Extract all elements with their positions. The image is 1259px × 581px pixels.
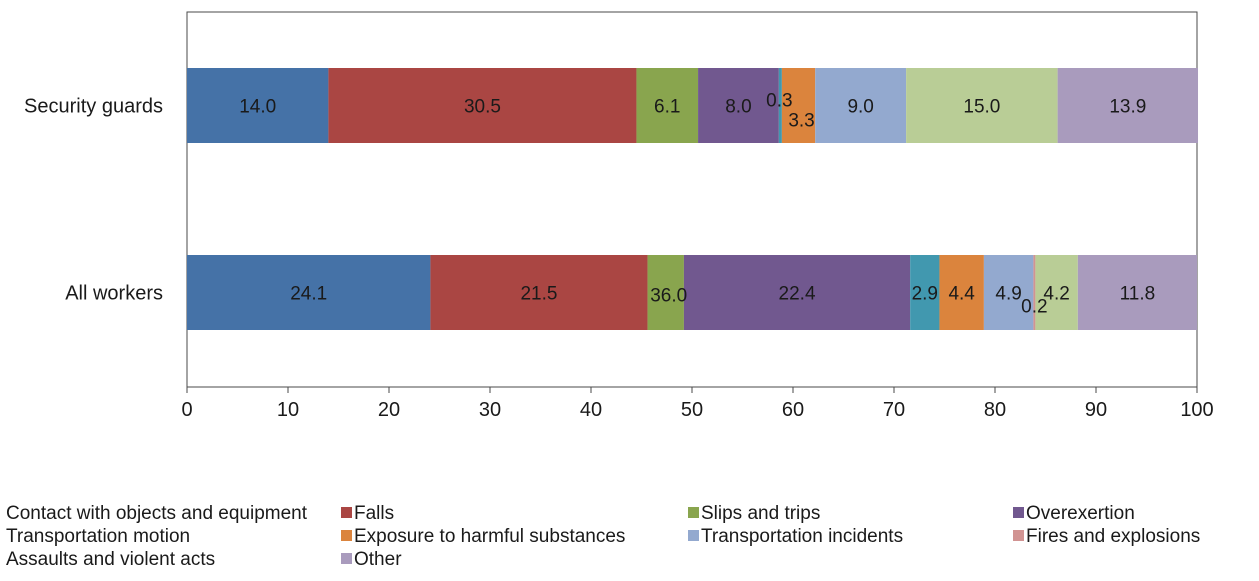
bar-segment (430, 255, 648, 330)
data-label: 4.9 (995, 284, 1021, 305)
x-tick-label: 80 (984, 399, 1006, 421)
data-label: 4.4 (948, 284, 975, 305)
data-label: 30.5 (464, 97, 501, 118)
legend-label: Exposure to harmful substances (354, 526, 625, 547)
legend-swatch (341, 553, 352, 564)
bar-segment (906, 68, 1058, 143)
x-tick-label: 40 (580, 399, 602, 421)
data-label: 4.2 (1043, 284, 1069, 305)
x-tick-label: 50 (681, 399, 703, 421)
bar-labels-group: 14.0 30.5 6.1 8.0 0.33.3 9.0 15.0 13.9 24.1 21.5 3… (239, 91, 1155, 318)
x-tick-label: 30 (479, 399, 501, 421)
bar-segment (939, 255, 984, 330)
legend-label: Slips and trips (701, 503, 820, 524)
bar-segment (815, 68, 907, 143)
data-label: 8.0 (725, 97, 751, 118)
x-tick-label: 100 (1180, 399, 1213, 421)
bars-group (187, 68, 1199, 330)
legend-swatch (688, 507, 699, 518)
legend-item: Fires and explosions (1013, 526, 1200, 547)
data-label: 9.0 (847, 97, 873, 118)
bar-segment (1033, 255, 1036, 330)
category-labels-group: Security guards All workers (24, 96, 163, 305)
x-tick-label: 10 (277, 399, 299, 421)
legend-swatch (341, 507, 352, 518)
legend-label: Contact with objects and equipment (6, 503, 308, 524)
legend-label: Fires and explosions (1026, 526, 1200, 547)
bar-segment (636, 68, 699, 143)
legend-label: Falls (354, 503, 394, 524)
data-label: 24.1 (290, 284, 327, 305)
category-label: All workers (65, 283, 163, 305)
bar-segment (781, 68, 816, 143)
x-tick-label: 70 (883, 399, 905, 421)
legend-label: Assaults and violent acts (6, 549, 215, 570)
data-label: 14.0 (239, 97, 276, 118)
data-label: 0.3 (766, 91, 792, 112)
bar-segment (778, 68, 782, 143)
bar-segment (328, 68, 637, 143)
legend-label: Transportation motion (6, 526, 190, 547)
legend-item: Exposure to harmful substances (341, 526, 625, 547)
legend: Contact with objects and equipmentTransp… (6, 503, 1200, 570)
bar-segment (187, 68, 329, 143)
legend-item: Overexertion (1013, 503, 1135, 524)
data-label: 3.3 (788, 111, 814, 132)
data-label: 0.2 (1021, 297, 1047, 318)
legend-swatch (341, 530, 352, 541)
bar-segment (1057, 68, 1199, 143)
bar-segment (187, 255, 431, 330)
legend-swatch (688, 530, 699, 541)
data-label: 2.9 (912, 284, 938, 305)
bar-segment (983, 255, 1034, 330)
bar-segment (647, 255, 684, 330)
legend-label: Transportation incidents (701, 526, 903, 547)
data-label: 22.4 (779, 284, 816, 305)
data-label: 11.8 (1120, 284, 1156, 305)
bar-segment (1077, 255, 1197, 330)
data-label: 15.0 (963, 97, 1000, 118)
legend-swatch (1013, 507, 1024, 518)
data-label: 13.9 (1109, 97, 1146, 118)
legend-label: Overexertion (1026, 503, 1135, 524)
data-label: 36.0 (650, 286, 687, 307)
legend-item: Other (341, 549, 402, 570)
x-tick-label: 60 (782, 399, 804, 421)
bar-segment (910, 255, 940, 330)
bar-segment (698, 68, 779, 143)
x-tick-label: 0 (181, 399, 192, 421)
category-label: Security guards (24, 96, 163, 118)
x-axis: 0 10 20 30 40 50 60 70 80 90 100 (181, 386, 1214, 421)
legend-label: Other (354, 549, 402, 570)
legend-item: Transportation incidents (688, 526, 903, 547)
data-label: 21.5 (520, 284, 557, 305)
data-label: 6.1 (654, 97, 680, 118)
x-tick-label: 90 (1085, 399, 1107, 421)
bar-segment (1035, 255, 1078, 330)
legend-swatch (1013, 530, 1024, 541)
legend-item: Falls (341, 503, 394, 524)
legend-item: Slips and trips (688, 503, 820, 524)
x-tick-label: 20 (378, 399, 400, 421)
bar-segment (683, 255, 911, 330)
